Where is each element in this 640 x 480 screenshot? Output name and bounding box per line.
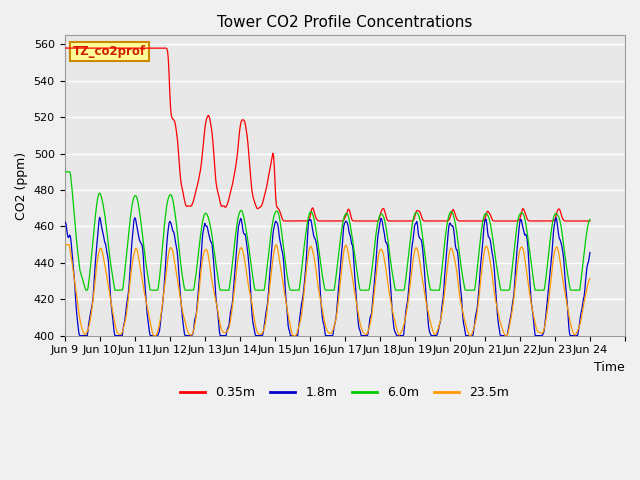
X-axis label: Time: Time [595,361,625,374]
Text: TZ_co2prof: TZ_co2prof [73,45,146,58]
Y-axis label: CO2 (ppm): CO2 (ppm) [15,151,28,219]
Legend: 0.35m, 1.8m, 6.0m, 23.5m: 0.35m, 1.8m, 6.0m, 23.5m [175,382,514,405]
Title: Tower CO2 Profile Concentrations: Tower CO2 Profile Concentrations [217,15,472,30]
